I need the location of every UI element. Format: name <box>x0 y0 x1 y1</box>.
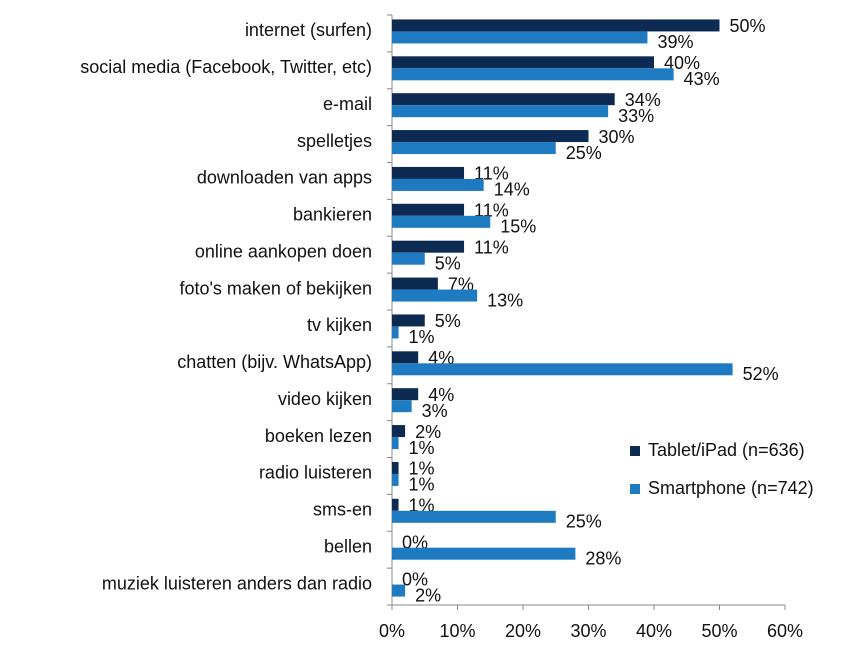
data-label: 25% <box>566 143 602 163</box>
bar <box>392 584 406 597</box>
x-tick-label: 10% <box>439 621 475 641</box>
bar <box>392 289 478 302</box>
data-label: 28% <box>585 548 621 568</box>
category-label: spelletjes <box>297 131 372 151</box>
legend-swatch <box>630 484 640 494</box>
x-tick-label: 0% <box>379 621 405 641</box>
data-label: 33% <box>618 106 654 126</box>
bar <box>392 215 491 228</box>
bar <box>392 400 412 413</box>
bar <box>392 425 406 438</box>
data-label: 3% <box>422 401 448 421</box>
x-tick-label: 60% <box>767 621 803 641</box>
data-label: 40% <box>664 53 700 73</box>
bar <box>392 314 425 327</box>
data-label: 1% <box>409 327 435 347</box>
bar <box>392 142 556 155</box>
bar <box>392 326 399 339</box>
category-label: internet (surfen) <box>245 20 372 40</box>
data-label: 30% <box>599 127 635 147</box>
data-label: 1% <box>409 459 435 479</box>
data-label: 15% <box>500 217 536 237</box>
bar <box>392 437 399 450</box>
data-label: 11% <box>474 201 509 221</box>
category-label: muziek luisteren anders dan radio <box>102 573 372 593</box>
bar <box>392 56 654 69</box>
bar <box>392 203 465 216</box>
bar <box>392 130 589 143</box>
data-label: 0% <box>402 532 428 552</box>
bar <box>392 240 465 253</box>
bar <box>392 105 609 118</box>
data-label: 11% <box>474 164 509 184</box>
data-label: 4% <box>428 385 454 405</box>
x-tick-label: 40% <box>636 621 672 641</box>
category-label: boeken lezen <box>265 426 372 446</box>
category-label: online aankopen doen <box>195 241 372 261</box>
category-label: downloaden van apps <box>197 168 372 188</box>
category-label: e-mail <box>323 94 372 114</box>
data-label: 0% <box>402 569 428 589</box>
bar <box>392 31 648 44</box>
data-label: 50% <box>730 16 766 36</box>
data-label: 2% <box>415 585 441 605</box>
category-label: chatten (bijv. WhatsApp) <box>177 352 372 372</box>
bar <box>392 351 419 364</box>
legend-swatch <box>630 446 640 456</box>
category-label: foto's maken of bekijken <box>179 278 372 298</box>
data-label: 1% <box>409 475 435 495</box>
category-label: video kijken <box>278 389 372 409</box>
bar <box>392 178 484 191</box>
category-label: bankieren <box>293 205 372 225</box>
data-label: 4% <box>428 348 454 368</box>
data-label: 43% <box>684 69 720 89</box>
data-label: 1% <box>409 438 435 458</box>
category-label: radio luisteren <box>259 463 372 483</box>
bar <box>392 363 733 376</box>
data-label: 1% <box>409 496 435 516</box>
data-label: 52% <box>743 364 779 384</box>
data-label: 11% <box>474 237 509 257</box>
bar <box>392 498 399 511</box>
data-label: 34% <box>625 90 661 110</box>
bar <box>392 510 556 523</box>
bar <box>392 473 399 486</box>
data-label: 7% <box>448 274 474 294</box>
bar <box>392 166 465 179</box>
bar <box>392 277 438 290</box>
legend-label: Tablet/iPad (n=636) <box>648 440 805 460</box>
data-label: 5% <box>435 311 461 331</box>
category-label: bellen <box>324 536 372 556</box>
category-label: tv kijken <box>307 315 372 335</box>
data-label: 39% <box>657 32 693 52</box>
category-label: social media (Facebook, Twitter, etc) <box>80 57 372 77</box>
x-tick-label: 50% <box>701 621 737 641</box>
data-label: 13% <box>487 290 523 310</box>
x-tick-label: 30% <box>570 621 606 641</box>
bar <box>392 68 674 81</box>
bar <box>392 93 615 106</box>
bar <box>392 252 425 265</box>
data-label: 2% <box>415 422 441 442</box>
x-tick-label: 20% <box>505 621 541 641</box>
data-label: 5% <box>435 253 461 273</box>
data-label: 14% <box>494 180 530 200</box>
bar <box>392 19 720 32</box>
bar <box>392 388 419 401</box>
legend-label: Smartphone (n=742) <box>648 478 814 498</box>
category-label: sms-en <box>313 500 372 520</box>
data-label: 25% <box>566 512 602 532</box>
bar <box>392 461 399 474</box>
bar <box>392 547 576 560</box>
